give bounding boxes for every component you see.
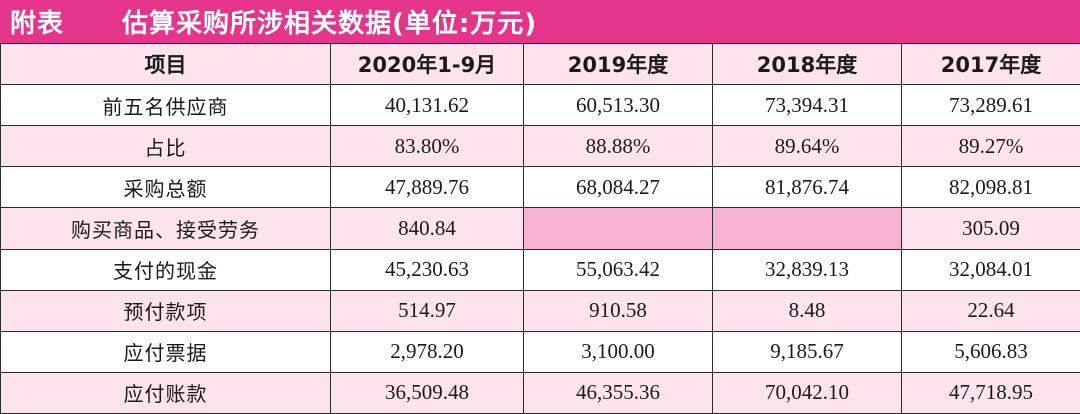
table-title: 估算采购所涉相关数据(单位:万元) xyxy=(122,9,538,39)
table-cell: 89.64% xyxy=(712,125,902,168)
row-label: 支付的现金 xyxy=(0,248,331,291)
table-cell: 3,100.00 xyxy=(523,330,713,373)
table-cell: 73,289.61 xyxy=(901,83,1080,127)
appendix-tag: 附表 xyxy=(10,9,65,39)
table-cell: 47,889.76 xyxy=(330,166,524,209)
header-2019: 2019年度 xyxy=(523,43,713,85)
table-cell: 81,876.74 xyxy=(712,166,902,209)
table-row: 购买商品、接受劳务 840.84 305.09 xyxy=(0,207,1080,250)
table-cell: 89.27% xyxy=(901,125,1080,168)
table-row: 前五名供应商 40,131.62 60,513.30 73,394.31 73,… xyxy=(0,83,1080,127)
table-cell: 70,042.10 xyxy=(712,371,902,414)
table-cell: 305.09 xyxy=(901,207,1080,250)
table-cell: 840.84 xyxy=(330,207,524,250)
table-cell: 60,513.30 xyxy=(523,83,713,127)
table-row: 支付的现金 45,230.63 55,063.42 32,839.13 32,0… xyxy=(0,248,1080,291)
header-item: 项目 xyxy=(0,43,331,85)
table-cell: 22.64 xyxy=(901,289,1080,332)
table-row: 占比 83.80% 88.88% 89.64% 89.27% xyxy=(0,125,1080,168)
table-cell: 88.88% xyxy=(523,125,713,168)
table-cell: 73,394.31 xyxy=(712,83,902,127)
header-row: 项目 2020年1-9月 2019年度 2018年度 2017年度 xyxy=(0,43,1080,85)
table-cell: 36,509.48 xyxy=(330,371,524,414)
table-title-banner: 附表 估算采购所涉相关数据(单位:万元) xyxy=(0,0,1080,43)
table-row: 应付账款 36,509.48 46,355.36 70,042.10 47,71… xyxy=(0,371,1080,414)
header-2017: 2017年度 xyxy=(901,43,1080,85)
table-cell: 910.58 xyxy=(523,289,713,332)
table-cell: 40,131.62 xyxy=(330,83,524,127)
table-cell: 55,063.42 xyxy=(523,248,713,291)
table-cell: 47,718.95 xyxy=(901,371,1080,414)
row-label: 前五名供应商 xyxy=(0,83,331,127)
table-cell: 8.48 xyxy=(712,289,902,332)
table-cell: 2,978.20 xyxy=(330,330,524,373)
table-cell: 32,084.01 xyxy=(901,248,1080,291)
empty-highlighted-cell xyxy=(712,207,902,250)
table-row: 应付票据 2,978.20 3,100.00 9,185.67 5,606.83 xyxy=(0,330,1080,373)
table-row: 采购总额 47,889.76 68,084.27 81,876.74 82,09… xyxy=(0,166,1080,209)
procurement-data-table: 项目 2020年1-9月 2019年度 2018年度 2017年度 前五名供应商… xyxy=(0,43,1080,414)
table-row: 预付款项 514.97 910.58 8.48 22.64 xyxy=(0,289,1080,332)
table-cell: 82,098.81 xyxy=(901,166,1080,209)
table-cell: 45,230.63 xyxy=(330,248,524,291)
header-2018: 2018年度 xyxy=(712,43,902,85)
table-cell: 5,606.83 xyxy=(901,330,1080,373)
table-cell: 9,185.67 xyxy=(712,330,902,373)
table-cell: 46,355.36 xyxy=(523,371,713,414)
table-cell: 514.97 xyxy=(330,289,524,332)
row-label: 应付账款 xyxy=(0,371,331,414)
table-cell: 83.80% xyxy=(330,125,524,168)
row-label: 购买商品、接受劳务 xyxy=(0,207,331,250)
row-label: 占比 xyxy=(0,125,331,168)
header-2020-q1-q3: 2020年1-9月 xyxy=(330,43,524,85)
row-label: 应付票据 xyxy=(0,330,331,373)
table-cell: 32,839.13 xyxy=(712,248,902,291)
table-cell: 68,084.27 xyxy=(523,166,713,209)
row-label: 采购总额 xyxy=(0,166,331,209)
row-label: 预付款项 xyxy=(0,289,331,332)
empty-highlighted-cell xyxy=(523,207,713,250)
